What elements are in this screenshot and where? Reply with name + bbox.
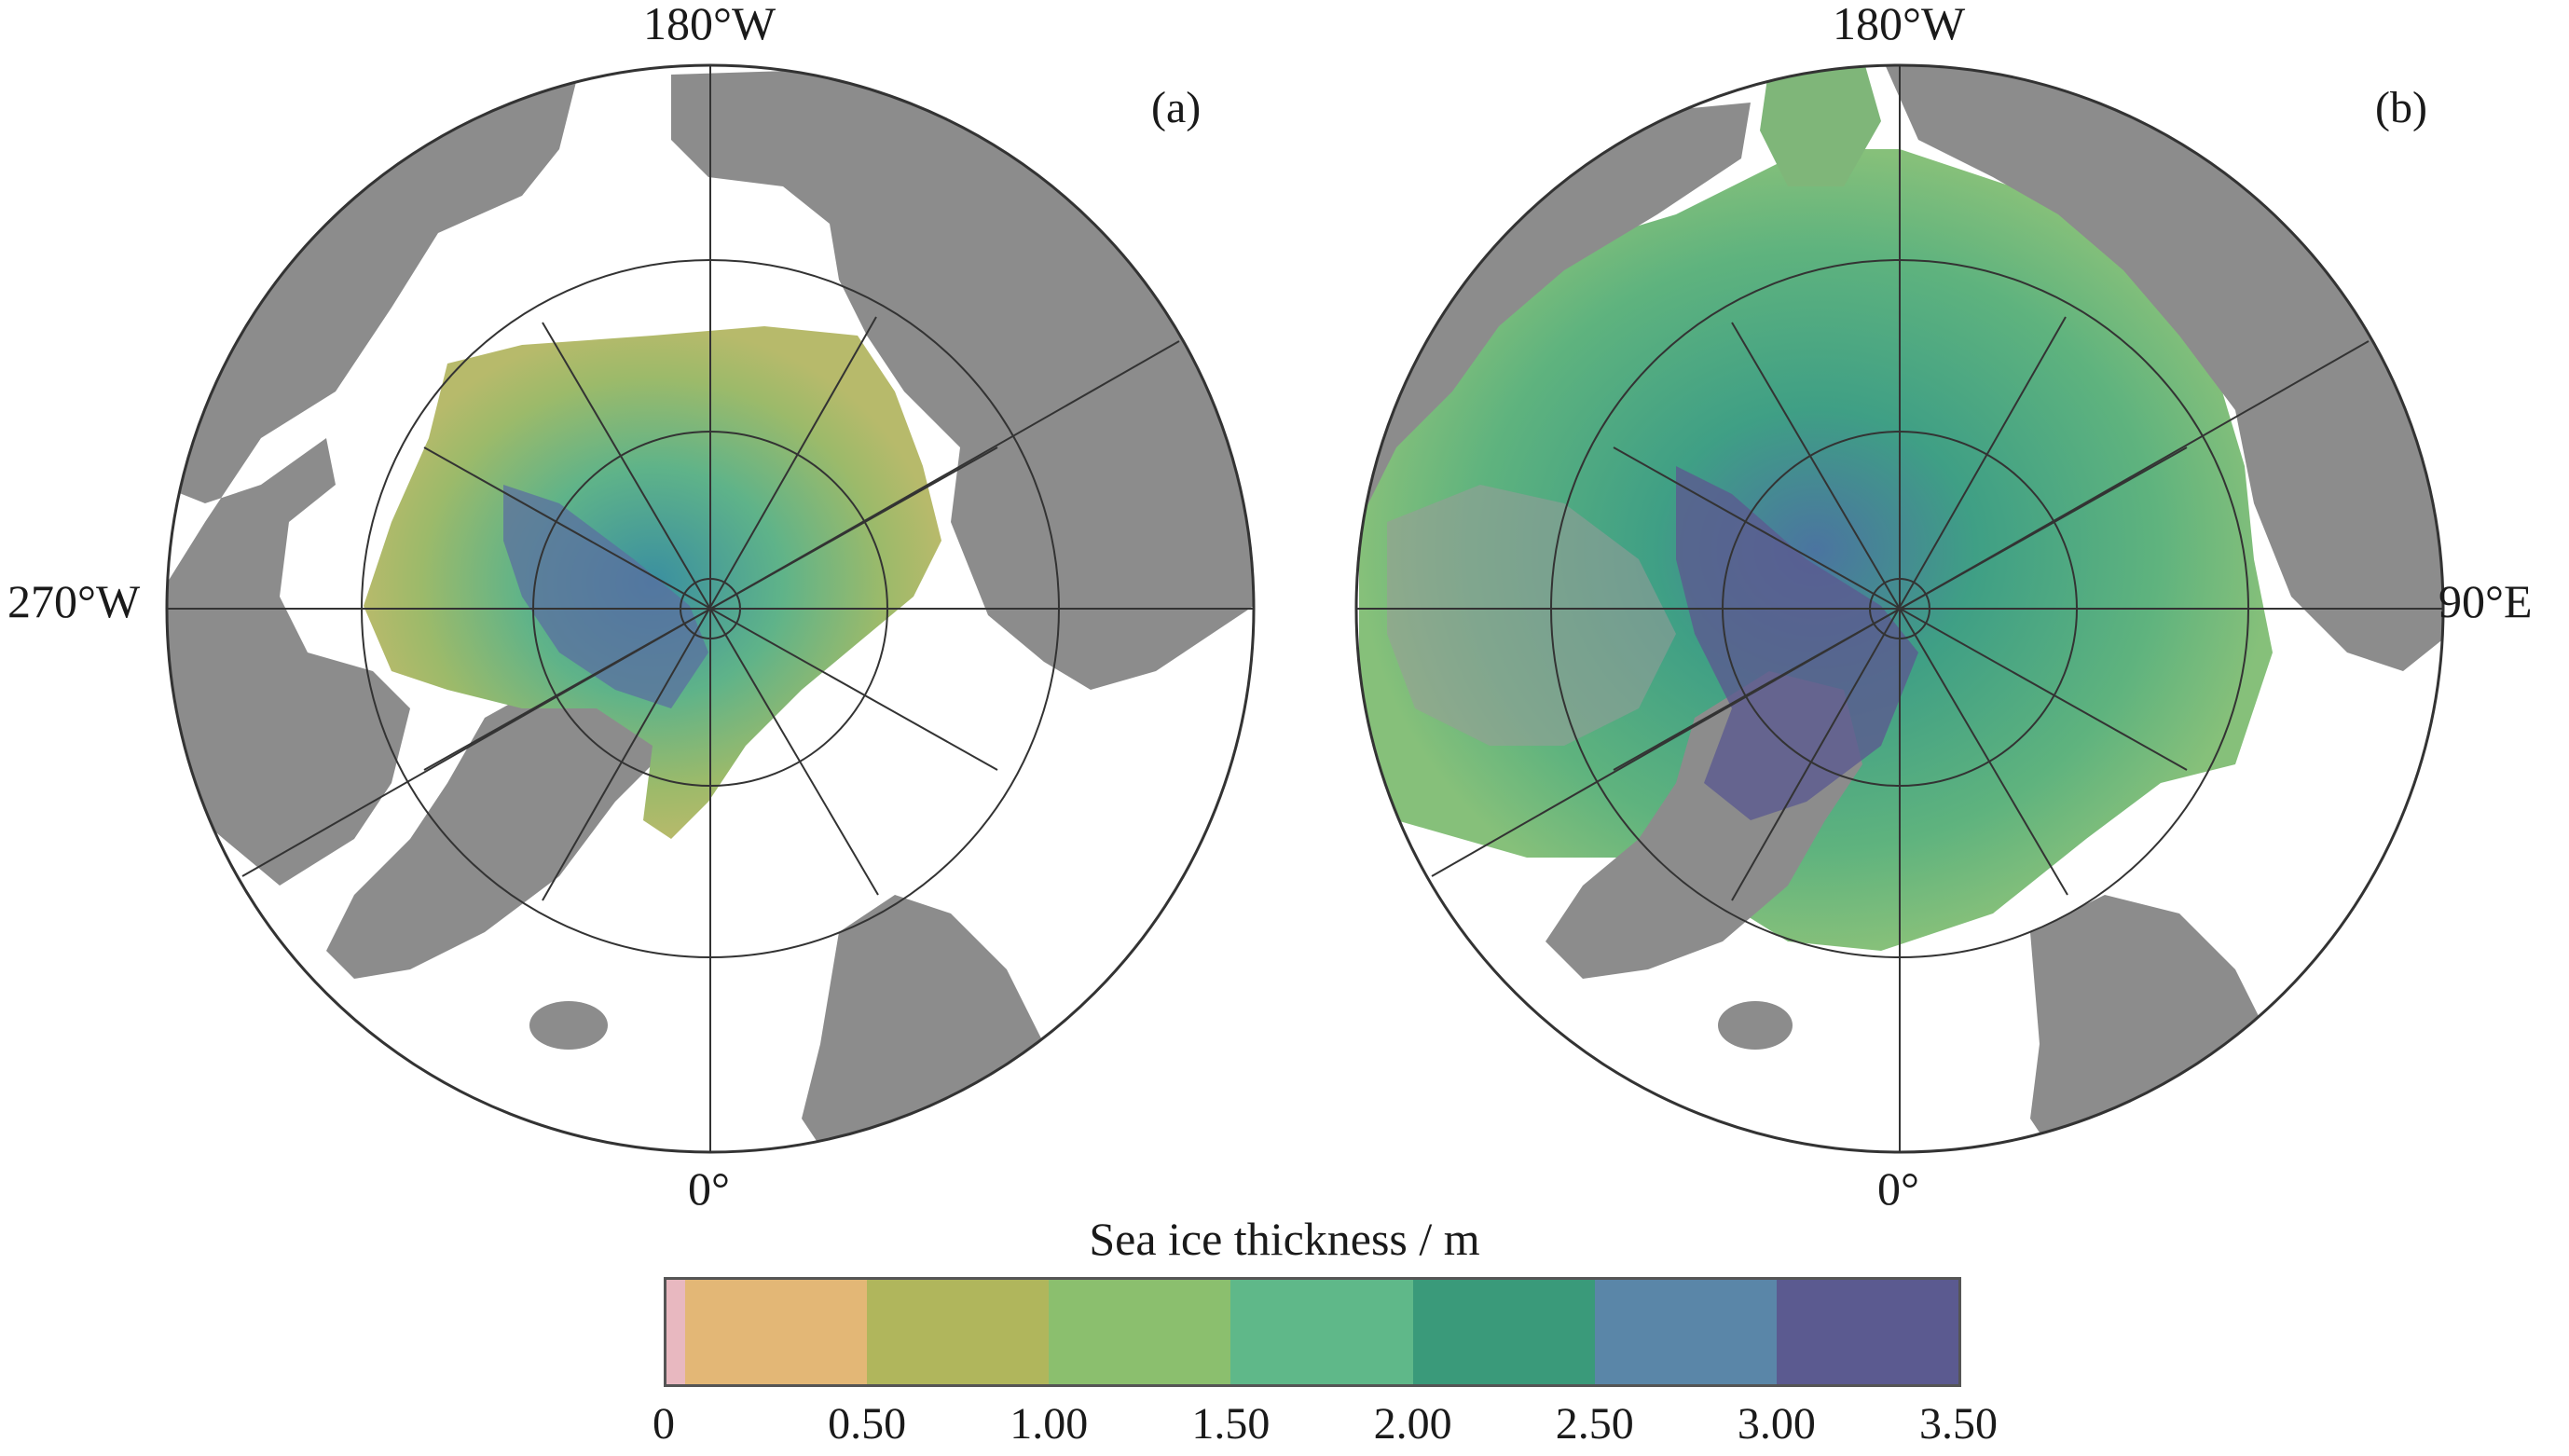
lon-label-bottom: 0°: [688, 1162, 730, 1215]
colorbar-tick-label: 0.50: [828, 1399, 907, 1449]
colorbar-tick-label: 3.50: [1919, 1399, 1998, 1449]
colorbar-tick-label: 1.50: [1191, 1399, 1271, 1449]
colorbar-segment: [1049, 1280, 1231, 1384]
graticule: [165, 63, 1256, 1154]
land-iceland: [1718, 1001, 1793, 1050]
colorbar-segment: [685, 1280, 868, 1384]
lon-label-top: 180°W: [1833, 0, 1966, 49]
polar-map-a: [165, 63, 1256, 1154]
bering-ice: [1760, 65, 1881, 186]
land-iceland: [529, 1001, 608, 1050]
colorbar: [664, 1277, 1961, 1387]
colorbar-tick-label: 1.00: [1010, 1399, 1089, 1449]
land-canadian-arch: [1387, 485, 1676, 746]
colorbar-legend: Sea ice thickness / m 0 0.50 1.00 1.50 2.00 2…: [0, 1193, 2569, 1456]
colorbar-segment: [666, 1280, 685, 1384]
legend-title: Sea ice thickness / m: [1089, 1213, 1480, 1265]
colorbar-tick-label: 0: [653, 1399, 675, 1449]
colorbar-segment: [1594, 1280, 1777, 1384]
colorbar-segment: [867, 1280, 1050, 1384]
thick-ice-core: [503, 485, 708, 708]
colorbar-tick-label: 2.50: [1555, 1399, 1634, 1449]
polar-map-b: [1354, 63, 2445, 1154]
lon-label-right: 90°E: [2438, 575, 2533, 627]
colorbar-segment: [1230, 1280, 1413, 1384]
lon-label-top: 180°W: [643, 0, 776, 49]
lon-label-bottom: 0°: [1877, 1162, 1919, 1215]
map-panel-b: 180°W 90°E 0° (b): [1284, 0, 2569, 1212]
map-panel-a: 180°W 270°W 0° (a): [0, 0, 1284, 1212]
thick-ice-core: [1676, 466, 1918, 820]
sea-ice-extent: [1359, 149, 2273, 951]
colorbar-tick-label: 2.00: [1373, 1399, 1452, 1449]
colorbar-tick-label: 3.00: [1737, 1399, 1816, 1449]
panel-letter: (b): [2375, 83, 2427, 132]
graticule: [1354, 63, 2445, 1154]
colorbar-segment: [1412, 1280, 1595, 1384]
land-greenland: [326, 671, 671, 979]
panel-letter: (a): [1151, 83, 1202, 132]
lon-label-left: 270°W: [7, 575, 141, 627]
colorbar-segment: [1776, 1280, 1958, 1384]
